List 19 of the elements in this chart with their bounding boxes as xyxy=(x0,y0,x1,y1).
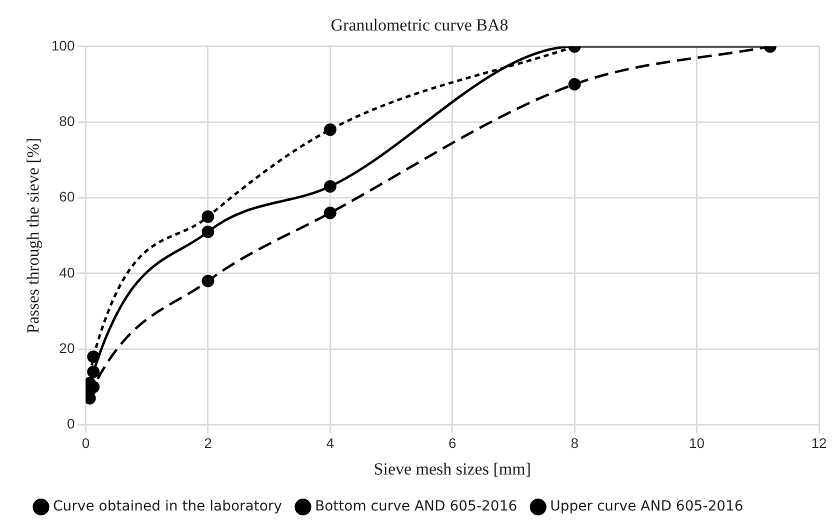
y-tick-label: 80 xyxy=(59,112,75,129)
legend-label: Upper curve AND 605-2016 xyxy=(550,498,744,515)
x-axis-title: Sieve mesh sizes [mm] xyxy=(374,459,531,478)
y-tick-label: 60 xyxy=(59,188,75,205)
x-tick-label: 0 xyxy=(82,435,90,452)
x-tick-label: 12 xyxy=(811,435,827,452)
x-tick-label: 4 xyxy=(326,435,334,452)
y-tick-label: 20 xyxy=(59,340,75,356)
x-tick-label: 2 xyxy=(204,435,212,452)
x-tick-label: 10 xyxy=(689,435,705,452)
x-tick-label: 6 xyxy=(448,435,456,452)
y-tick-label: 100 xyxy=(51,37,75,54)
chart-title: Granulometric curve BA8 xyxy=(330,16,508,35)
legend-label: Bottom curve AND 605-2016 xyxy=(314,498,518,515)
y-tick-label: 40 xyxy=(59,264,75,280)
x-tick-label: 8 xyxy=(570,435,579,452)
y-axis-title: Passes through the sieve [%] xyxy=(24,138,43,334)
legend-label: Curve obtained in the laboratory xyxy=(53,498,282,515)
y-tick-label: 0 xyxy=(66,416,75,432)
